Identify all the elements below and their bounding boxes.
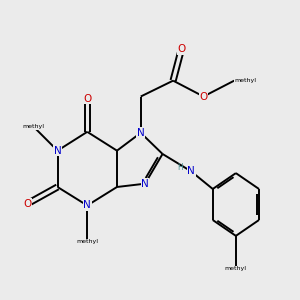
- Text: N: N: [137, 128, 145, 138]
- Text: N: N: [83, 200, 91, 211]
- Text: O: O: [24, 199, 32, 208]
- Text: O: O: [200, 92, 208, 101]
- Text: O: O: [83, 94, 92, 104]
- Text: methyl: methyl: [225, 266, 247, 272]
- Text: methyl: methyl: [76, 239, 98, 244]
- Text: N: N: [54, 146, 61, 156]
- Text: H: H: [177, 163, 183, 172]
- Text: O: O: [177, 44, 185, 54]
- Text: N: N: [188, 167, 195, 176]
- Text: N: N: [141, 179, 149, 189]
- Text: methyl: methyl: [23, 124, 45, 129]
- Text: methyl: methyl: [234, 78, 256, 83]
